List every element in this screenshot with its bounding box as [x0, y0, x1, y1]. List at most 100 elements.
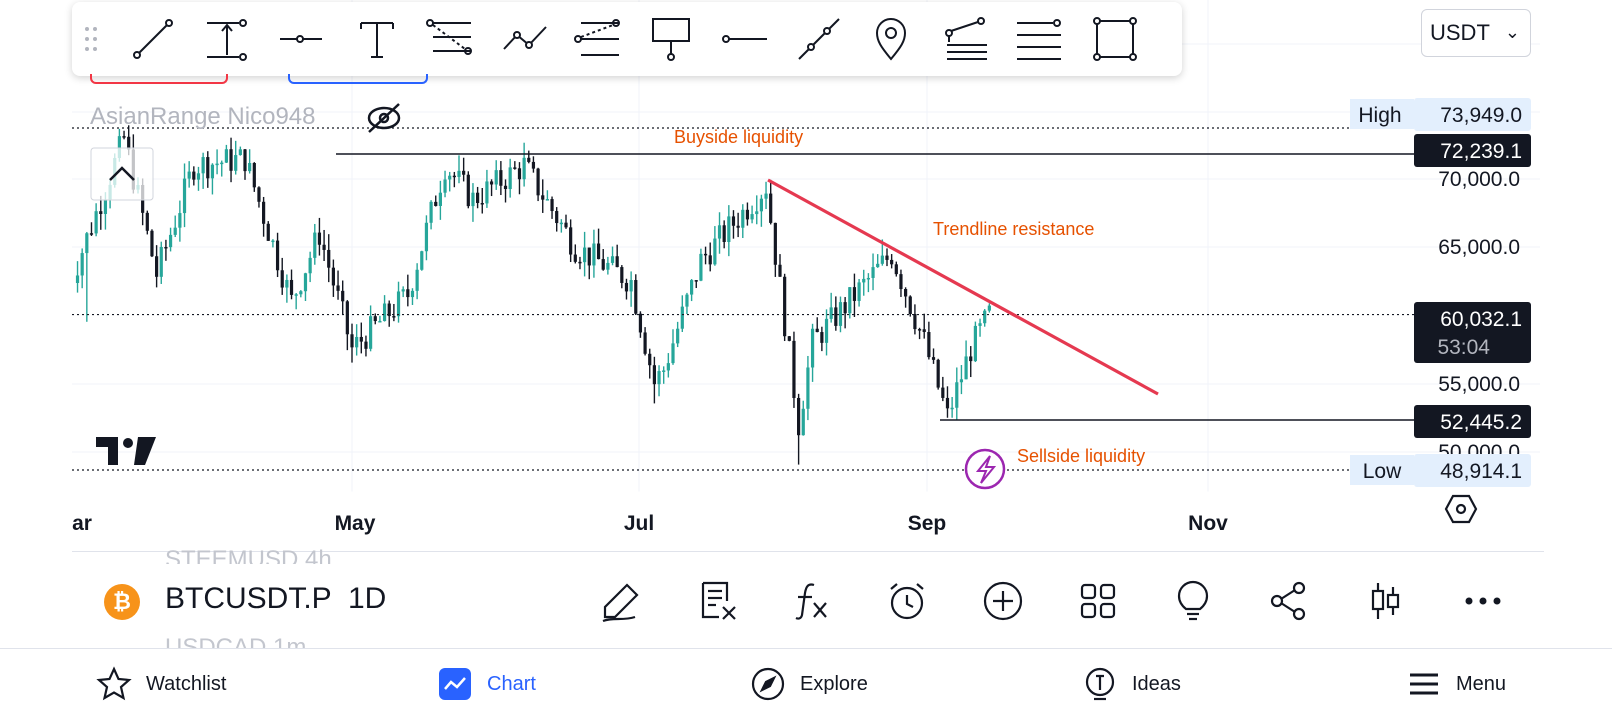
trendline-resistance-label: Trendline resistance: [933, 219, 1094, 239]
layouts-button[interactable]: [1073, 576, 1123, 626]
high-label: High: [1358, 104, 1401, 127]
low-label: Low: [1363, 460, 1402, 483]
nav-chart[interactable]: Chart: [437, 654, 536, 714]
candle-body: [415, 269, 419, 291]
symbol-name[interactable]: BTCUSDT.P: [165, 582, 332, 615]
price-tick-label: 70,000.0: [1438, 168, 1520, 191]
bottom-nav-divider: [0, 648, 1612, 649]
nav-ideas[interactable]: Ideas: [1082, 654, 1181, 714]
candle-body: [345, 301, 349, 335]
trend-line-tool[interactable]: [128, 14, 178, 64]
settings-hexagon-icon[interactable]: [1444, 494, 1478, 524]
pen-icon: [602, 583, 639, 623]
candlestick-series: [75, 125, 991, 465]
drag-handle-icon[interactable]: [84, 26, 98, 52]
hamburger-icon: [1410, 673, 1438, 695]
current-price-badge: 60,032.1: [1440, 308, 1522, 331]
text-tool[interactable]: [352, 14, 402, 64]
candle-body: [927, 332, 931, 358]
share-button[interactable]: [1264, 576, 1314, 626]
indicators-button[interactable]: [787, 576, 837, 626]
fib-fan-icon: [945, 17, 987, 60]
candle-body: [313, 232, 317, 258]
symbol-interval[interactable]: 1D: [348, 582, 387, 615]
candle-body: [671, 343, 675, 364]
candle-body: [801, 408, 805, 436]
candle-body: [601, 259, 605, 270]
candle-body: [866, 277, 870, 280]
candle-body: [280, 270, 284, 288]
lightning-icon[interactable]: [964, 448, 1006, 490]
price-chart[interactable]: Buyside liquidity Trendline resistance S…: [0, 0, 1612, 535]
candle-body: [755, 211, 759, 215]
candle-body: [489, 181, 494, 185]
nav-explore[interactable]: Explore: [750, 654, 868, 714]
ideas-button[interactable]: [1168, 576, 1218, 626]
candle-body: [234, 155, 238, 171]
rectangle-tool[interactable]: [1090, 14, 1140, 64]
candle-body: [294, 294, 298, 296]
candle-body: [378, 320, 382, 323]
more-dots-icon: [1465, 597, 1501, 605]
nav-watchlist[interactable]: Watchlist: [96, 654, 226, 714]
path-icon: [503, 26, 547, 50]
candle-body: [806, 367, 810, 409]
candle-body: [764, 193, 768, 199]
candle-body: [103, 199, 108, 214]
eye-off-icon[interactable]: [367, 103, 401, 133]
time-scale[interactable]: ar May Jul Sep Nov: [72, 491, 1540, 535]
candle-body: [322, 244, 326, 250]
chart-type-button[interactable]: [1360, 576, 1410, 626]
path-tool[interactable]: [500, 14, 550, 64]
candle-body: [485, 181, 489, 204]
candle-body: [476, 192, 480, 204]
candle-body: [350, 334, 354, 348]
alert-button[interactable]: [882, 576, 932, 626]
extended-line-tool[interactable]: [794, 14, 844, 64]
candle-body: [117, 136, 121, 158]
candle-body: [815, 328, 819, 333]
horizontal-line-tool[interactable]: [720, 14, 770, 64]
candles-icon: [1371, 583, 1400, 619]
drawing-lines[interactable]: [72, 127, 1415, 471]
fib-fan-tool[interactable]: [940, 14, 990, 64]
candle-body: [401, 289, 405, 292]
alarm-clock-icon: [890, 583, 924, 620]
candle-body: [852, 287, 857, 301]
candle-body: [271, 240, 275, 243]
fib-retracement-tool[interactable]: [424, 14, 474, 64]
candle-body: [438, 192, 442, 206]
candle-body: [536, 168, 540, 196]
candle-body: [657, 371, 661, 385]
currency-select[interactable]: USDT ⌄: [1421, 9, 1531, 57]
share-icon: [1270, 581, 1306, 621]
long-position-tool[interactable]: [1014, 14, 1064, 64]
candle-body: [606, 262, 610, 270]
draw-button[interactable]: [596, 576, 646, 626]
lightbulb-icon: [1177, 580, 1209, 621]
collapse-legend-button[interactable]: [90, 147, 154, 201]
price-range-tool[interactable]: [202, 14, 252, 64]
watchlist-remove-button[interactable]: [692, 576, 742, 626]
horizontal-ray-tool[interactable]: [277, 14, 327, 64]
nav-explore-label: Explore: [800, 672, 868, 695]
trendline-resistance[interactable]: [767, 178, 1159, 396]
candle-body: [499, 170, 503, 186]
more-button[interactable]: [1458, 576, 1508, 626]
callout-tool[interactable]: [646, 14, 696, 64]
price-note-tool[interactable]: [866, 14, 916, 64]
parallel-channel-tool[interactable]: [572, 14, 622, 64]
candle-body: [648, 353, 652, 366]
parallel-channel-icon: [574, 19, 620, 56]
candle-body: [699, 253, 703, 281]
nav-menu[interactable]: Menu: [1406, 654, 1506, 714]
candle-body: [359, 336, 363, 342]
candle-body: [703, 253, 708, 256]
candle-body: [215, 163, 219, 166]
candle-body: [355, 336, 359, 348]
add-button[interactable]: [978, 576, 1028, 626]
candle-body: [783, 276, 787, 337]
candle-body: [462, 170, 466, 175]
candle-body: [708, 255, 712, 265]
